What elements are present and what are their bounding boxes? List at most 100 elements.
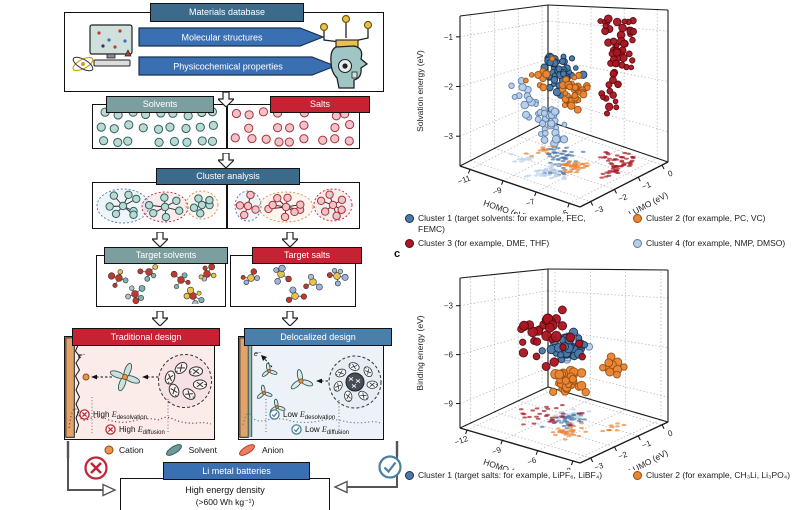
down-arrow-icon xyxy=(218,92,234,107)
li-metal-batteries-header: Li metal batteries xyxy=(163,462,310,480)
down-arrow-icon xyxy=(218,153,234,168)
delocalized-design-art: e⁻ xyxy=(239,337,382,438)
delocalized-design-header: Delocalized design xyxy=(244,328,392,346)
cluster2-dot-icon xyxy=(633,471,642,480)
svg-text:−3: −3 xyxy=(593,461,605,470)
battery-line1: High energy density xyxy=(185,485,265,495)
svg-text:−2: −2 xyxy=(444,83,454,92)
svg-text:−3: −3 xyxy=(561,466,573,470)
high-diffusion-label: High Ediffusion xyxy=(105,424,165,436)
low-desolvation-label: Low Edesolvation xyxy=(269,409,335,421)
anion-icon xyxy=(239,444,255,456)
svg-text:−12: −12 xyxy=(453,434,469,447)
svg-text:Solvation energy (eV): Solvation energy (eV) xyxy=(415,50,425,132)
down-arrow-icon xyxy=(282,311,298,326)
cluster3-dot-icon xyxy=(405,239,414,249)
svg-text:−1: −1 xyxy=(444,33,454,42)
robot-head-icon xyxy=(319,14,373,89)
computer-icon xyxy=(72,24,133,72)
divider xyxy=(226,183,228,228)
target-solvents-header: Target solvents xyxy=(104,247,228,264)
svg-text:−9: −9 xyxy=(491,445,503,457)
check-circle-icon xyxy=(291,424,302,435)
scatter3d-solvents: −11 −9 −7 −5 −3 −2 −1 0 −1 −2 −3 HOMO (eV) LUMO (eV)… xyxy=(415,4,675,214)
salt-cluster-networks xyxy=(234,188,353,223)
svg-text:LUMO (eV): LUMO (eV) xyxy=(627,447,670,470)
cluster1-dot-icon xyxy=(405,471,414,480)
svg-text:−3: −3 xyxy=(444,132,454,141)
down-arrow-icon xyxy=(152,311,168,326)
traditional-design-header: Traditional design xyxy=(72,328,220,346)
legend-item-cluster1: Cluster 1 (target solvents: for example,… xyxy=(405,213,627,235)
legend-item-cluster2: Cluster 2 (for example, PC, VC) xyxy=(633,213,797,235)
down-arrow-icon xyxy=(152,232,168,247)
svg-text:Binding energy (eV): Binding energy (eV) xyxy=(415,315,425,390)
legend-salts: Cluster 1 (target salts: for example, Li… xyxy=(405,470,797,481)
anion-legend-item: Anion xyxy=(237,443,284,457)
svg-text:HOMO (eV): HOMO (eV) xyxy=(482,198,528,214)
svg-text:Molecular structures: Molecular structures xyxy=(181,33,263,43)
solvent-legend-item: Solvent xyxy=(164,443,217,457)
down-arrow-icon xyxy=(282,232,298,247)
banner-physicochemical-properties: Physicochemical properties xyxy=(138,56,336,76)
svg-text:−1: −1 xyxy=(641,180,653,192)
materials-database-header: Materials database xyxy=(150,3,304,22)
cation-icon xyxy=(104,445,114,455)
cross-circle-icon xyxy=(84,456,108,480)
cluster-analysis-header: Cluster analysis xyxy=(156,168,300,185)
cation-legend-item: Cation xyxy=(104,445,144,455)
check-circle-icon xyxy=(378,455,402,479)
cluster4-dot-icon xyxy=(633,239,642,249)
legend-item-cluster1: Cluster 1 (target salts: for example, Li… xyxy=(405,470,627,481)
cluster1-dot-icon xyxy=(405,214,414,223)
legend-item-cluster3: Cluster 3 (for example, DME, THF) xyxy=(405,238,627,249)
svg-text:0: 0 xyxy=(667,428,675,438)
svg-text:0: 0 xyxy=(667,169,675,179)
svg-text:−3: −3 xyxy=(593,204,605,214)
solvents-header: Solvents xyxy=(106,96,214,113)
delocalized-design-panel: e⁻ Low Edesolvation Low Ediffusion xyxy=(238,336,384,440)
salts-header: Salts xyxy=(270,96,370,113)
svg-text:Physicochemical properties: Physicochemical properties xyxy=(173,62,283,72)
legend-item-cluster2: Cluster 2 (for example, CH₃Li, Li₃PO₄) xyxy=(633,470,797,481)
svg-text:e⁻: e⁻ xyxy=(254,351,262,358)
target-salts-header: Target salts xyxy=(252,247,362,264)
cross-circle-icon xyxy=(105,424,116,435)
legend-item-cluster4: Cluster 4 (for example, NMP, DMSO) xyxy=(633,238,797,249)
svg-text:e⁻: e⁻ xyxy=(78,353,86,360)
check-circle-icon xyxy=(269,409,280,420)
svg-text:−11: −11 xyxy=(456,173,472,186)
cluster-analysis-box xyxy=(92,182,360,229)
svg-text:−1: −1 xyxy=(641,439,653,451)
outcome-arrows xyxy=(66,441,402,497)
solvent-icon xyxy=(165,444,182,456)
svg-text:−2: −2 xyxy=(617,450,629,462)
svg-text:−7: −7 xyxy=(524,197,536,209)
svg-text:LUMO (eV): LUMO (eV) xyxy=(627,190,670,214)
cross-circle-icon xyxy=(79,409,90,420)
svg-text:−2: −2 xyxy=(617,192,629,204)
salt-dots xyxy=(230,107,355,147)
divider xyxy=(226,105,228,148)
high-desolvation-label: High Edesolvation xyxy=(79,409,147,421)
salt-molecules xyxy=(240,264,349,303)
traditional-design-panel: e⁻ High Edesolvation High Ediffusion xyxy=(64,336,215,440)
cluster2-dot-icon xyxy=(633,214,642,223)
panel-label-c: c xyxy=(394,248,401,260)
svg-text:−9: −9 xyxy=(491,185,503,197)
svg-text:−3: −3 xyxy=(444,302,454,311)
svg-text:−6: −6 xyxy=(444,351,454,360)
svg-text:HOMO (eV): HOMO (eV) xyxy=(482,457,528,470)
svg-text:−6: −6 xyxy=(526,455,538,467)
svg-text:−5: −5 xyxy=(558,208,570,214)
banner-molecular-structures: Molecular structures xyxy=(138,27,324,47)
battery-line2: (>600 Wh kg⁻¹) xyxy=(195,497,255,507)
svg-text:−9: −9 xyxy=(444,400,454,409)
traditional-design-art: e⁻ xyxy=(65,337,212,438)
low-diffusion-label: Low Ediffusion xyxy=(291,424,349,436)
solvent-cluster-networks xyxy=(96,188,219,224)
legend-solvents: Cluster 1 (target solvents: for example,… xyxy=(405,213,797,249)
ion-legend: Cation Solvent Anion xyxy=(104,443,284,457)
